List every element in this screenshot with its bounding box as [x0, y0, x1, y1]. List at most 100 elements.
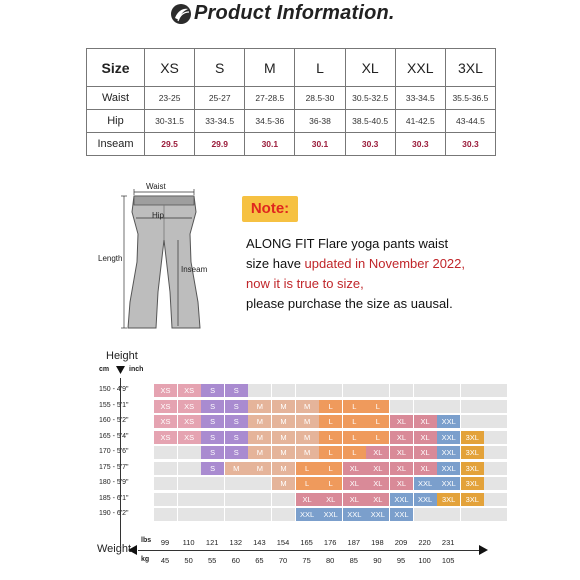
note-badge-label: Note:	[250, 200, 290, 217]
size-cell: XS	[154, 415, 177, 428]
size-cell: L	[295, 477, 319, 490]
height-label: 165 - 5'4"	[99, 432, 129, 440]
size-cell	[177, 446, 201, 459]
size-cell: M	[295, 430, 319, 444]
size-cell: XL	[413, 430, 437, 444]
size-header-xl: XL	[344, 48, 396, 87]
size-cell: XXL	[437, 477, 461, 490]
header: Product Information.	[0, 0, 580, 30]
table-cell: 33-34.5	[394, 86, 446, 110]
size-cell: XS	[177, 384, 201, 397]
size-cell: M	[272, 446, 295, 459]
weight-lbs-label: 176	[323, 538, 337, 547]
size-cell	[484, 508, 508, 521]
size-cell: XL	[413, 446, 437, 459]
size-cell: 3XL	[460, 461, 484, 475]
size-cell: M	[248, 430, 272, 444]
weight-axis-title: Weight	[97, 543, 132, 555]
size-cell: XL	[342, 492, 366, 506]
size-cell: L	[319, 399, 343, 413]
size-cell: XL	[390, 446, 413, 459]
size-cell: M	[295, 446, 319, 459]
table-cell: 30.3	[344, 132, 396, 156]
table-cell: 33-34.5	[194, 109, 246, 133]
size-cell	[366, 384, 390, 397]
size-cell: M	[272, 477, 295, 490]
size-cell: S	[201, 415, 225, 428]
note-line-2-highlight: updated in November 2022,	[304, 256, 465, 271]
unit-cm: cm	[99, 366, 110, 373]
size-cell: XXL	[319, 508, 343, 521]
waist-label: Waist	[146, 182, 166, 191]
weight-lbs-label: 99	[160, 538, 170, 547]
length-label: Length	[98, 254, 123, 263]
size-cell	[460, 508, 484, 521]
size-cell: XL	[390, 461, 413, 475]
size-cell: L	[342, 399, 366, 413]
size-cell: XXL	[342, 508, 366, 521]
size-cell	[484, 415, 508, 428]
size-cell: 3XL	[460, 430, 484, 444]
size-cell: XL	[366, 446, 390, 459]
size-cell	[201, 492, 225, 506]
size-table-header-row: Size XS S M L XL XXL 3XL	[86, 48, 497, 87]
table-cell: 43-44.5	[444, 109, 497, 133]
size-cell: L	[319, 477, 343, 490]
size-cell	[177, 477, 201, 490]
weight-lbs-label: 121	[205, 538, 219, 547]
size-cell: XXL	[437, 461, 461, 475]
size-cell	[484, 430, 508, 444]
size-cell: S	[224, 384, 248, 397]
hip-label: Hip	[152, 211, 165, 220]
size-cell: XS	[177, 415, 201, 428]
size-header-l: L	[294, 48, 346, 87]
size-cell	[248, 477, 272, 490]
flare-pants-icon	[121, 189, 201, 329]
note-badge: Note:	[242, 196, 298, 222]
size-table-row-inseam: Inseam 29.5 29.9 30.1 30.1 30.3 30.3 30.…	[86, 132, 497, 156]
size-cell: M	[272, 461, 295, 475]
height-label: 150 - 4'9"	[99, 386, 129, 393]
size-cell	[390, 384, 413, 397]
size-cell	[248, 384, 272, 397]
size-cell: L	[319, 415, 343, 428]
size-cell: M	[224, 461, 248, 475]
size-cell: M	[248, 461, 272, 475]
size-cell: XL	[366, 492, 390, 506]
unit-lbs: lbs	[141, 537, 152, 544]
weight-arrow-left-icon	[128, 545, 137, 555]
table-cell: 30.5-32.5	[344, 86, 396, 110]
size-cell: 3XL	[460, 446, 484, 459]
size-cell: XXL	[295, 508, 319, 521]
size-cell	[154, 461, 177, 475]
size-cell	[484, 384, 508, 397]
size-cell: XXL	[413, 477, 437, 490]
note-line-2: size have updated in November 2022,	[246, 254, 576, 274]
size-cell: XXL	[390, 508, 413, 521]
brand-logo-icon	[171, 4, 191, 24]
size-cell: XL	[366, 461, 390, 475]
weight-kg-label: 45	[160, 556, 170, 565]
size-cell	[272, 384, 295, 397]
height-axis-line	[120, 378, 121, 546]
size-cell	[154, 492, 177, 506]
height-label: 175 - 5'7"	[99, 463, 129, 471]
size-cell	[460, 415, 484, 428]
size-cell	[201, 477, 225, 490]
size-cell: XL	[413, 415, 437, 428]
weight-lbs-label: 154	[276, 538, 290, 547]
weight-lbs-label: 209	[394, 538, 408, 547]
size-cell	[484, 399, 508, 413]
weight-axis-line	[138, 550, 484, 551]
size-cell	[484, 446, 508, 459]
table-cell: 29.9	[194, 132, 246, 156]
size-cell: L	[295, 461, 319, 475]
size-cell: XXL	[437, 446, 461, 459]
size-cell	[390, 399, 413, 413]
size-cell	[460, 384, 484, 397]
size-cell: XL	[366, 477, 390, 490]
size-cell: S	[201, 399, 225, 413]
height-label: 170 - 5'6"	[99, 448, 129, 455]
weight-kg-label: 100	[418, 556, 431, 565]
size-cell	[272, 492, 295, 506]
